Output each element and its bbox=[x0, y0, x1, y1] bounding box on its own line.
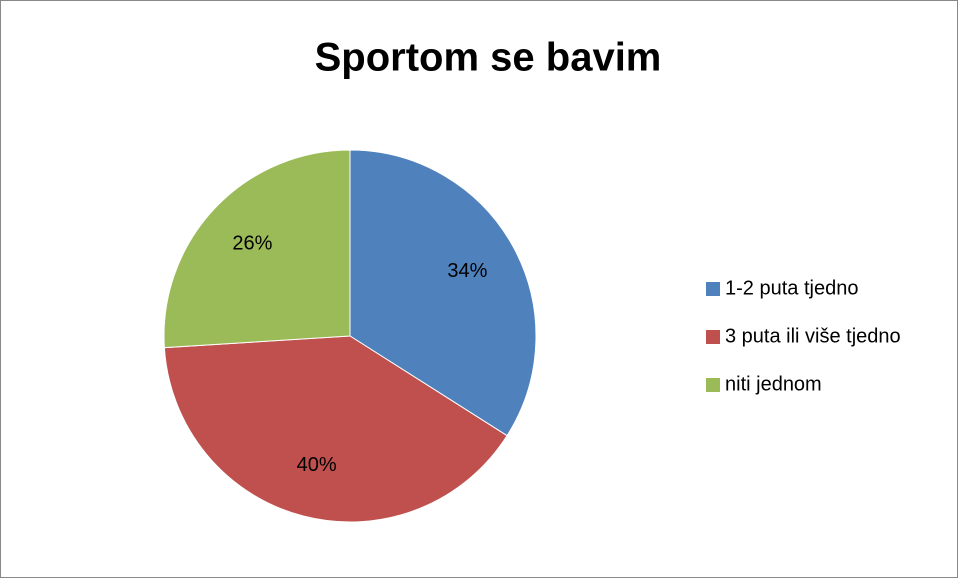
pie-slice bbox=[163, 335, 508, 523]
data-label: 40% bbox=[297, 454, 337, 476]
legend-label: niti jednom bbox=[725, 373, 822, 395]
legend-swatch bbox=[706, 330, 720, 344]
data-label: 34% bbox=[447, 260, 487, 282]
chart-title: Sportom se bavim bbox=[315, 36, 662, 80]
legend-label: 3 puta ili više tjedno bbox=[725, 325, 901, 347]
legend-label: 1-2 puta tjedno bbox=[725, 277, 858, 299]
legend-swatch bbox=[706, 378, 720, 392]
pie-slice bbox=[163, 149, 351, 349]
pie-slice bbox=[349, 149, 537, 437]
legend-swatch bbox=[706, 282, 720, 296]
data-label: 26% bbox=[232, 233, 272, 255]
